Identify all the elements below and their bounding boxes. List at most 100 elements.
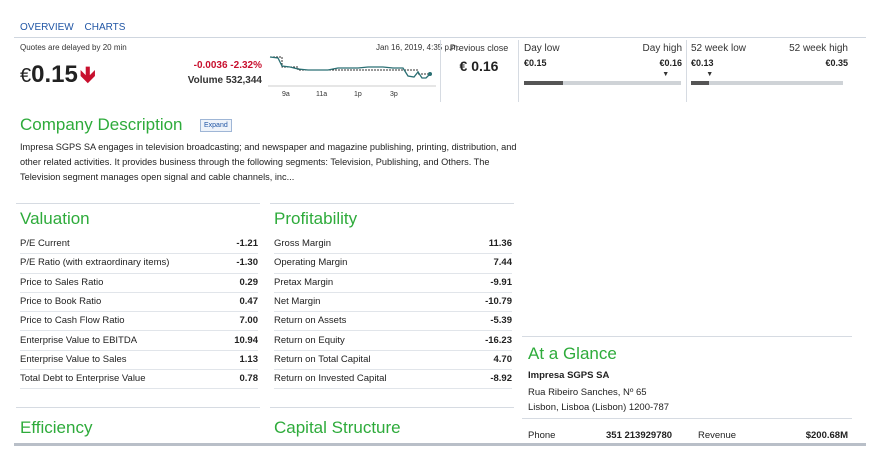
metric-label: Return on Equity <box>274 334 345 346</box>
quote-timestamp: Jan 16, 2019, 4:35 p.m. <box>375 43 460 52</box>
table-row: Return on Assets -5.39 <box>274 311 512 332</box>
table-row: Price to Sales Ratio 0.29 <box>20 273 258 293</box>
revenue-label: Revenue <box>698 430 737 441</box>
divider <box>270 407 514 408</box>
metric-value: 10.94 <box>234 334 258 346</box>
metric-value: -5.39 <box>490 315 512 327</box>
down-arrow-icon: 🡻 <box>79 62 96 87</box>
last-price: €0.15🡻 <box>20 58 96 96</box>
sparkline-last-point <box>428 72 432 76</box>
intraday-sparkline[interactable]: 9a 11a 1p 3p <box>268 42 438 102</box>
divider <box>522 418 852 419</box>
metric-label: P/E Current <box>20 238 70 249</box>
divider <box>16 407 260 408</box>
metric-label: Return on Total Capital <box>274 353 371 365</box>
tab-charts[interactable]: CHARTS <box>84 22 126 33</box>
table-row: Price to Cash Flow Ratio 7.00 <box>20 311 259 332</box>
previous-close-value: € 0.16 <box>459 58 499 74</box>
price-change: -0.0036 -2.32% <box>193 60 262 71</box>
table-row: Net Margin -10.79 <box>274 292 512 313</box>
quote-delay-note: Quotes are delayed by 20 min <box>20 43 127 52</box>
table-row: Price to Book Ratio 0.47 <box>20 292 259 313</box>
divider <box>16 203 260 204</box>
metric-value: 7.44 <box>493 257 513 269</box>
table-row: P/E Ratio (with extraordinary items) -1.3… <box>20 253 258 274</box>
metric-label: Return on Invested Capital <box>274 373 387 385</box>
valuation-title: Valuation <box>20 209 90 228</box>
volume: Volume 532,344 <box>187 75 262 86</box>
spark-tick-11a: 11a <box>316 91 327 98</box>
metric-value: 0.47 <box>239 295 259 307</box>
metric-label: Net Margin <box>274 295 321 307</box>
metric-value: 0.78 <box>239 373 259 385</box>
tab-overview[interactable]: OVERVIEW <box>20 22 74 33</box>
previous-close-label: Previous close <box>449 43 509 53</box>
phone-value: 351 213929780 <box>606 430 673 441</box>
day-range-bar <box>524 81 681 85</box>
table-row: Return on Total Capital 4.70 <box>274 350 513 371</box>
company-address: Rua Ribeiro Sanches, Nº 65 Lisbon, Lisbo… <box>528 385 669 415</box>
sparkline-prevclose <box>270 56 433 75</box>
table-row: Enterprise Value to Sales 1.13 <box>20 350 258 371</box>
table-row: Pretax Margin -9.91 <box>274 273 512 293</box>
company-name: Impresa SGPS SA <box>528 370 610 381</box>
metric-value: -16.23 <box>485 334 512 346</box>
divider <box>518 40 519 102</box>
phone-label: Phone <box>528 430 556 441</box>
table-row: Return on Equity -16.23 <box>274 331 512 351</box>
revenue-value: $200.68M <box>805 430 848 441</box>
metric-label: Enterprise Value to Sales <box>20 353 127 365</box>
divider <box>14 37 866 38</box>
spark-tick-3p: 3p <box>390 91 398 98</box>
currency-symbol: € <box>20 65 32 87</box>
metric-value: -10.79 <box>485 295 512 307</box>
day-high-value: €0.16 <box>659 58 682 68</box>
profitability-title: Profitability <box>274 209 358 228</box>
company-description-text: Impresa SGPS SA engages in television br… <box>20 142 517 182</box>
table-row: Operating Margin 7.44 <box>274 253 513 274</box>
metric-value: 0.29 <box>239 276 259 288</box>
metric-value: -1.21 <box>236 238 258 249</box>
metric-label: Price to Sales Ratio <box>20 276 104 288</box>
table-row: Gross Margin 11.36 <box>274 234 512 255</box>
address-line-1: Rua Ribeiro Sanches, Nº 65 <box>528 387 647 398</box>
metric-label: Operating Margin <box>274 257 348 269</box>
metric-value: 4.70 <box>493 353 513 365</box>
table-row: P/E Current -1.21 <box>20 234 258 255</box>
table-row: Enterprise Value to EBITDA 10.94 <box>20 331 258 351</box>
table-row: Total Debt to Enterprise Value 0.78 <box>20 369 259 390</box>
metric-label: Pretax Margin <box>274 276 334 288</box>
address-line-2: Lisbon, Lisboa (Lisbon) 1200-787 <box>528 402 670 413</box>
week52-high-label: 52 week high <box>789 43 848 54</box>
day-range-fill <box>524 81 564 85</box>
metric-label: Gross Margin <box>274 238 332 249</box>
divider <box>270 203 514 204</box>
metric-label: Total Debt to Enterprise Value <box>20 373 146 385</box>
metric-value: 7.00 <box>239 315 259 327</box>
table-row: Return on Invested Capital -8.92 <box>274 369 512 390</box>
spark-tick-1p: 1p <box>354 91 362 98</box>
day-low-value: €0.15 <box>524 58 547 68</box>
metric-value: -8.92 <box>490 373 512 385</box>
at-a-glance-title: At a Glance <box>528 344 617 363</box>
week52-range-bar <box>691 81 843 85</box>
metric-label: Price to Cash Flow Ratio <box>20 315 125 327</box>
divider <box>440 40 441 102</box>
metric-value: -1.30 <box>236 257 258 269</box>
capital-structure-title: Capital Structure <box>274 418 401 437</box>
metric-label: Return on Assets <box>274 315 347 327</box>
efficiency-title: Efficiency <box>20 418 93 437</box>
week52-range-fill <box>691 81 710 85</box>
price-value: 0.15 <box>31 61 78 88</box>
week52-low-label: 52 week low <box>691 43 747 54</box>
week52-range-marker-icon: ▼ <box>706 71 714 78</box>
company-description-title: Company Description <box>20 115 183 134</box>
expand-button[interactable]: Expand <box>200 119 232 132</box>
metric-label: Price to Book Ratio <box>20 295 102 307</box>
week52-low-value: €0.13 <box>691 58 714 68</box>
day-range-marker-icon: ▼ <box>662 71 670 78</box>
day-low-label: Day low <box>524 43 560 54</box>
sparkline-series <box>269 56 431 79</box>
scroll-edge <box>14 443 866 446</box>
day-high-label: Day high <box>642 43 682 54</box>
